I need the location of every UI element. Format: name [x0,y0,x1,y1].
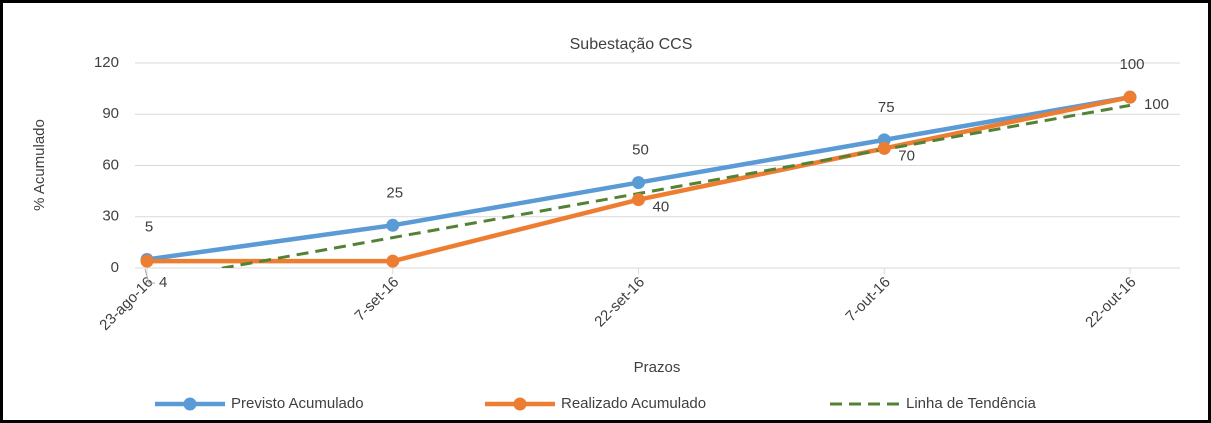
data-label: 100 [1119,56,1144,73]
data-label: 75 [878,99,895,116]
legend-label: Linha de Tendência [906,395,1036,412]
data-label: 5 [145,218,153,235]
y-tick-label: 90 [102,105,119,122]
data-label: 40 [653,199,670,216]
legend-marker [183,397,197,411]
data-label: 100 [1144,96,1169,113]
legend-marker [513,397,527,411]
data-point [1123,90,1137,104]
y-tick-label: 60 [102,156,119,173]
data-point [386,254,400,268]
x-axis-title: Prazos [634,359,681,376]
data-point [632,193,645,207]
data-point [386,218,400,232]
chart-title: Subestação CCS [570,36,693,53]
data-point [140,254,154,268]
legend-label: Previsto Acumulado [231,395,364,412]
y-tick-label: 120 [94,54,119,71]
legend-label: Realizado Acumulado [561,395,706,412]
data-label: 70 [898,147,915,164]
data-point [877,141,891,155]
y-axis-title: % Acumulado [31,119,48,211]
data-label: 25 [386,184,403,201]
data-label: 4 [159,274,167,291]
data-point [632,176,645,190]
y-tick-label: 0 [111,259,119,276]
data-label: 50 [632,142,649,159]
y-tick-label: 30 [102,208,119,225]
leader-line [144,269,155,284]
